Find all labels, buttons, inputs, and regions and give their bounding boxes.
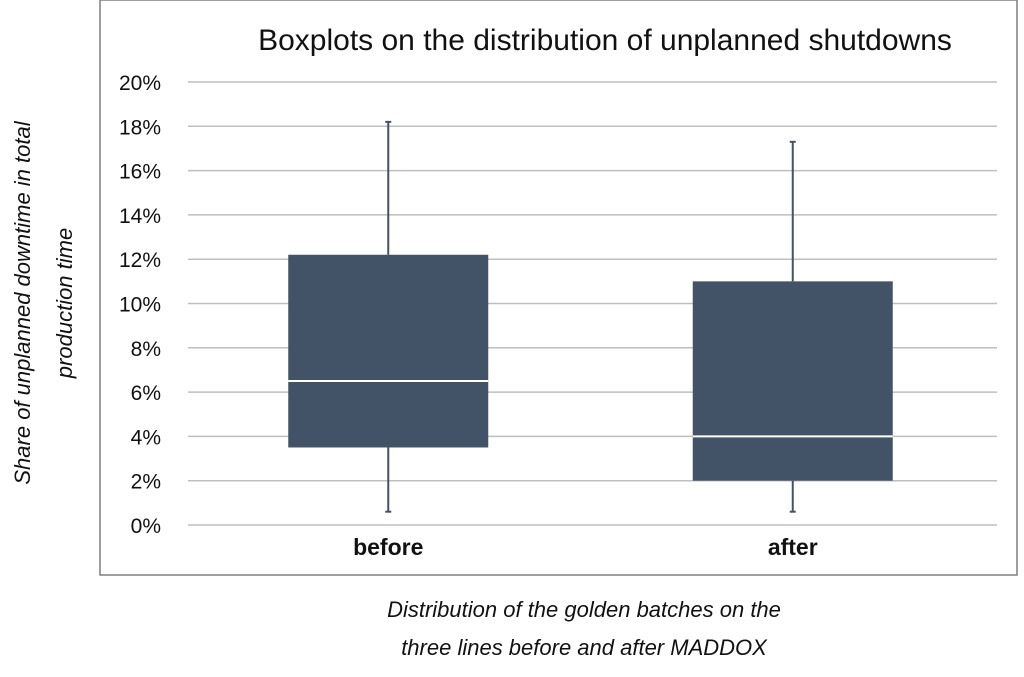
y-tick-label: 20% [119, 72, 161, 95]
y-tick-label: 2% [131, 471, 161, 494]
box-before [288, 120, 489, 513]
box-after [692, 140, 893, 513]
category-labels: before after [353, 534, 818, 560]
chart-title: Boxplots on the distribution of unplanne… [258, 24, 952, 57]
x-axis-label-line-2: three lines before and after MADDOX [401, 635, 768, 660]
y-tick-label: 6% [131, 382, 161, 405]
y-tick-label: 4% [131, 426, 161, 449]
box-iqr [692, 281, 893, 481]
x-axis-label-line-1: Distribution of the golden batches on th… [387, 597, 781, 622]
y-tick-label: 16% [119, 161, 161, 184]
box-series [288, 120, 893, 513]
category-label-before: before [353, 534, 423, 560]
y-tick-label: 12% [119, 249, 161, 272]
y-tick-label: 8% [131, 338, 161, 361]
box-iqr [288, 254, 489, 448]
category-label-after: after [768, 534, 818, 560]
y-axis-label-line-2: production time [52, 228, 77, 379]
y-tick-label: 10% [119, 294, 161, 317]
y-tick-label: 0% [131, 515, 161, 538]
y-tick-label: 14% [119, 205, 161, 228]
y-axis-label-line-1: Share of unplanned downtime in total [10, 120, 35, 484]
y-tick-label: 18% [119, 116, 161, 139]
y-tick-labels: 0% 2% 4% 6% 8% 10% 12% 14% 16% 18% 20% [119, 72, 161, 538]
